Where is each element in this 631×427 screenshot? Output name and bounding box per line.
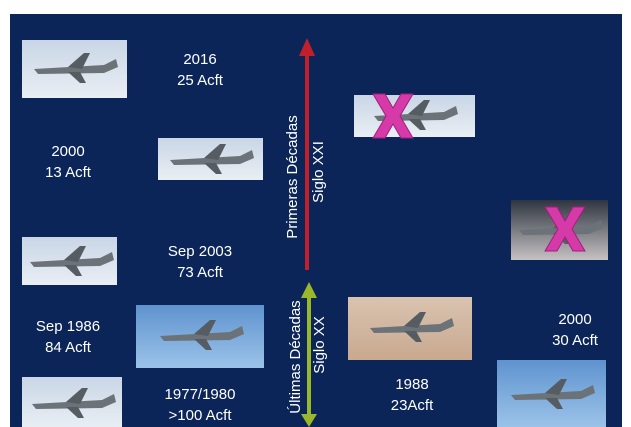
label-year: 1977/1980 [165, 386, 236, 403]
label-count: 30 Acft [552, 332, 599, 349]
label-count: 84 Acft [45, 339, 92, 356]
labels: 2016 25 Acft 2000 13 Acft Sep 2003 73 Acft Sep… [36, 51, 599, 424]
axis-title: Primeras Décadas [284, 115, 301, 238]
axis-subtitle: Siglo XX [311, 316, 328, 374]
label-year: Sep 2003 [168, 243, 232, 260]
label-year: 1988 [395, 376, 428, 393]
label-count: 13 Acft [45, 164, 92, 181]
axis-title: Últimas Décadas [287, 300, 304, 413]
label-count: 73 Acft [177, 264, 224, 281]
axis-subtitle: Siglo XXI [310, 141, 327, 203]
label-count: 23Acft [391, 397, 434, 414]
timeline-arrows [299, 38, 317, 427]
label-count: 25 Acft [177, 72, 224, 89]
label-year: 2000 [51, 143, 84, 160]
label-year: Sep 1986 [36, 318, 100, 335]
label-count: >100 Acft [169, 407, 233, 424]
label-year: 2000 [558, 311, 591, 328]
photos [22, 40, 608, 427]
label-year: 2016 [183, 51, 216, 68]
